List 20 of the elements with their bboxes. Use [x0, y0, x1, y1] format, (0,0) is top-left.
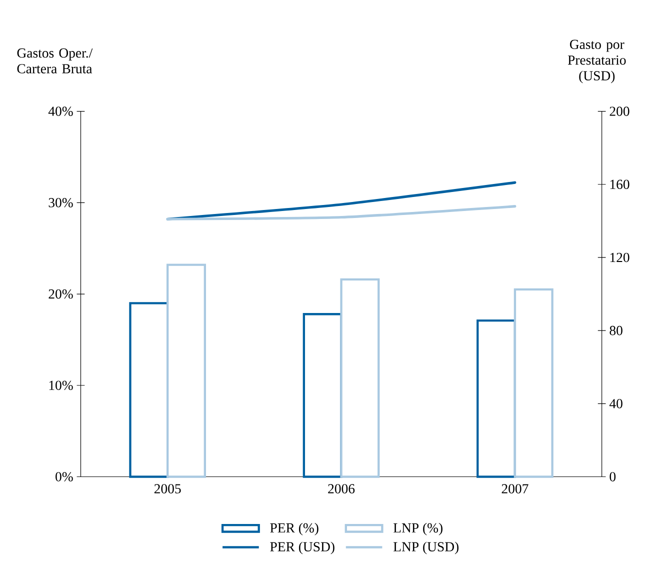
- y-tick-label: 30%: [48, 198, 73, 208]
- y-axis-title: Gastos Oper./ Cartera Bruta: [17, 48, 93, 74]
- legend-label: PER (USD): [270, 542, 334, 554]
- y2-tick-label: 0: [610, 472, 616, 482]
- x-tick-label: 2006: [328, 484, 355, 494]
- y2-tick-label: 120: [610, 252, 630, 262]
- legend-label: PER (%): [270, 522, 318, 536]
- y2-tick-label: 80: [610, 326, 622, 336]
- x-tick-label: 2007: [502, 484, 528, 494]
- y-tick-label: 40%: [48, 106, 73, 116]
- y2-tick-label: 160: [610, 180, 630, 189]
- legend-label: LNP (USD): [393, 542, 458, 554]
- y-tick-label: 20%: [48, 289, 73, 299]
- y-tick-label: 0%: [56, 472, 73, 482]
- y2-tick-label: 40: [609, 398, 622, 408]
- x-tick-label: 2005: [154, 484, 181, 494]
- legend-label: LNP (%): [393, 522, 442, 536]
- y2-axis-title: Gasto por Prestatario (USD): [568, 40, 626, 84]
- y-tick-label: 10%: [49, 380, 73, 390]
- y2-tick-label: 200: [610, 106, 630, 116]
